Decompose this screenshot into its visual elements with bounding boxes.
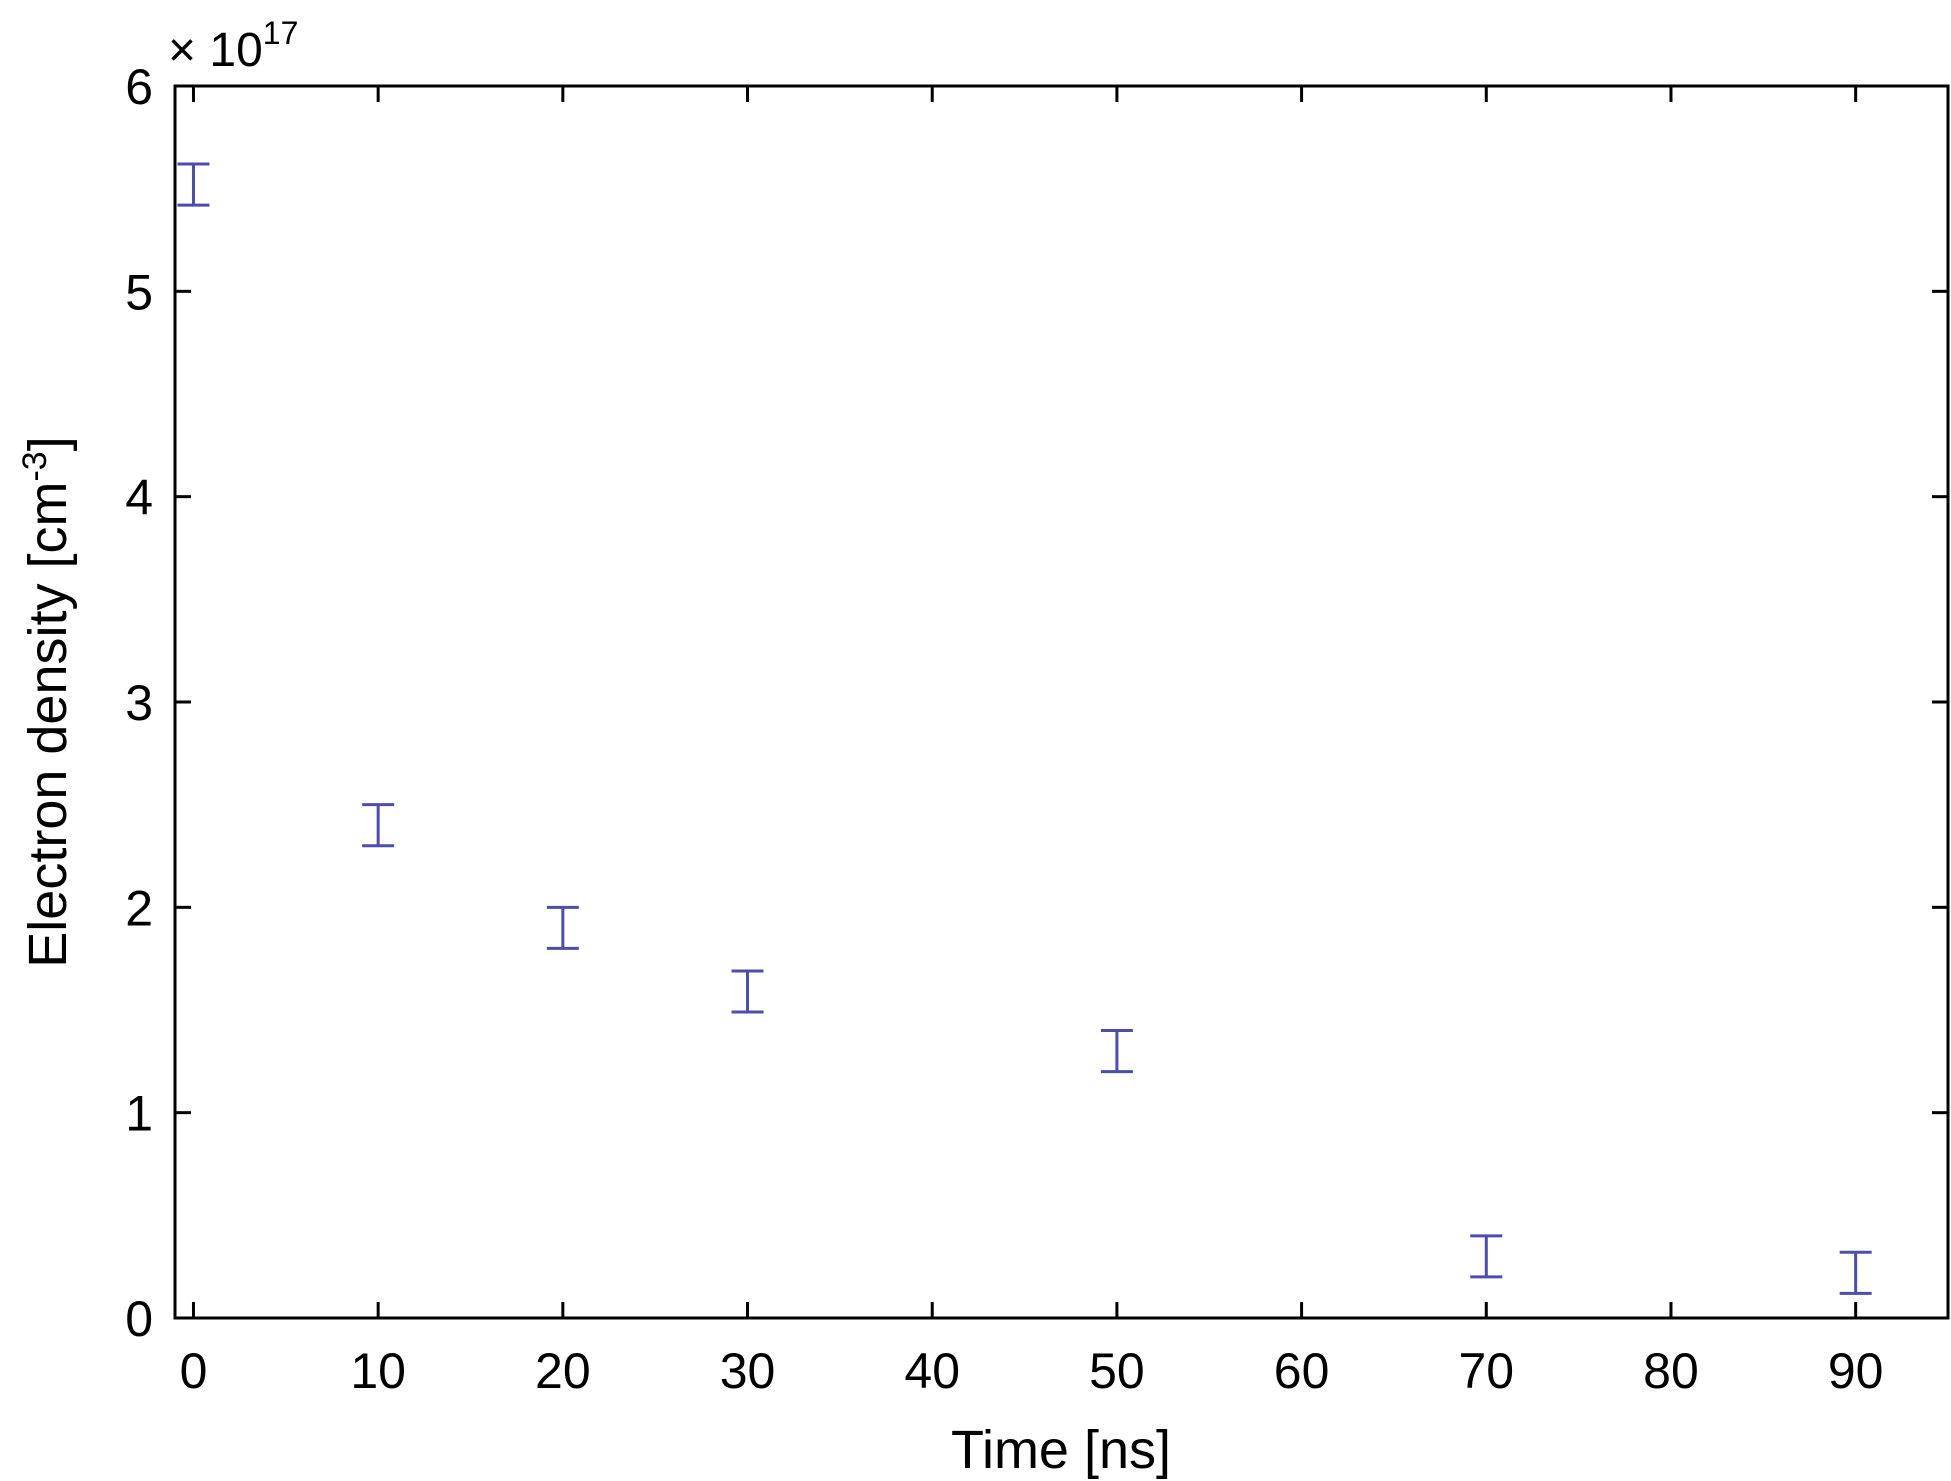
y-axis-label-superscript: -3 — [16, 451, 54, 481]
error-bar-point — [1100, 1029, 1133, 1074]
x-tick-label: 50 — [1089, 1343, 1145, 1399]
y-tick-label: 2 — [125, 880, 153, 936]
x-tick-labels: 0 10 20 30 40 50 60 70 80 90 — [180, 1343, 1884, 1399]
x-tick-label: 20 — [535, 1343, 591, 1399]
plot-area — [175, 86, 1948, 1318]
error-bar-point — [1839, 1250, 1872, 1295]
y-tick-labels: 0 1 2 3 4 5 6 — [125, 59, 153, 1347]
plot-frame — [173, 84, 1950, 1320]
y-tick-label: 0 — [125, 1291, 153, 1347]
x-tick-label: 80 — [1643, 1343, 1699, 1399]
error-bars-layer — [177, 162, 1872, 1295]
x-tick-label: 0 — [180, 1343, 208, 1399]
y-tick-label: 5 — [125, 264, 153, 320]
y-tick-label: 6 — [125, 59, 153, 115]
y-axis-label: Electron density [cm-3] — [16, 436, 78, 967]
x-axis-label: Time [ns] — [951, 1420, 1171, 1480]
y-tick-label: 1 — [125, 1086, 153, 1142]
y-axis-exponent: × 1017 — [168, 15, 298, 77]
x-tick-label: 10 — [350, 1343, 406, 1399]
ticks-layer — [175, 84, 1948, 1320]
x-tick-label: 40 — [904, 1343, 960, 1399]
x-tick-label: 60 — [1274, 1343, 1330, 1399]
error-bar-point — [731, 969, 764, 1014]
x-tick-label: 30 — [720, 1343, 776, 1399]
y-tick-label: 3 — [125, 675, 153, 731]
x-tick-label: 90 — [1828, 1343, 1884, 1399]
error-bar-point — [177, 162, 210, 207]
y-axis-label-main: Electron density [cm — [18, 482, 78, 968]
x-tick-label: 70 — [1458, 1343, 1514, 1399]
error-bar-point — [362, 803, 395, 848]
error-bar-point — [546, 905, 579, 950]
y-axis-exponent-power: 17 — [263, 15, 299, 51]
y-tick-label: 4 — [125, 470, 153, 526]
error-bar-point — [1470, 1234, 1503, 1279]
y-axis-exponent-prefix: × 10 — [168, 24, 263, 77]
y-axis-label-end: ] — [18, 436, 78, 451]
